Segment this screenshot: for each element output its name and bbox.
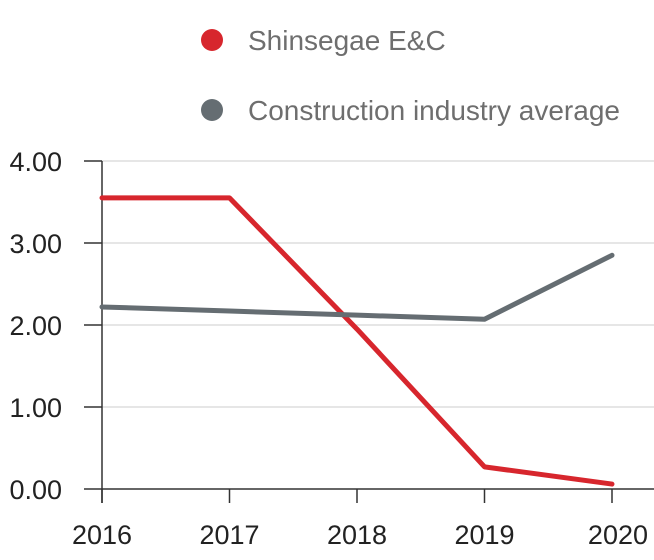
- x-axis-tick-labels: 2016 2017 2018 2019 2020: [72, 520, 648, 550]
- legend: Shinsegae E&C Construction industry aver…: [201, 25, 620, 126]
- y-axis-tick-labels: 0.00 1.00 2.00 3.00 4.00: [9, 147, 62, 505]
- legend-label-shinsegae: Shinsegae E&C: [248, 25, 446, 56]
- x-tick-label: 2019: [454, 520, 514, 550]
- gridlines: [102, 160, 654, 408]
- y-tick-label: 1.00: [9, 393, 62, 423]
- axes: [84, 160, 654, 503]
- y-tick-label: 2.00: [9, 311, 62, 341]
- y-tick-label: 3.00: [9, 229, 62, 259]
- x-tick-label: 2017: [199, 520, 259, 550]
- legend-marker-industry-average: [201, 99, 223, 121]
- x-tick-label: 2016: [72, 520, 132, 550]
- legend-label-industry-average: Construction industry average: [248, 95, 620, 126]
- y-tick-label: 4.00: [9, 147, 62, 177]
- y-tick-label: 0.00: [9, 475, 62, 505]
- x-tick-label: 2018: [327, 520, 387, 550]
- x-tick-label: 2020: [588, 520, 648, 550]
- series-lines: [99, 195, 615, 487]
- legend-marker-shinsegae: [201, 29, 223, 51]
- series-line-0: [99, 195, 615, 487]
- series-line-1: [99, 252, 615, 322]
